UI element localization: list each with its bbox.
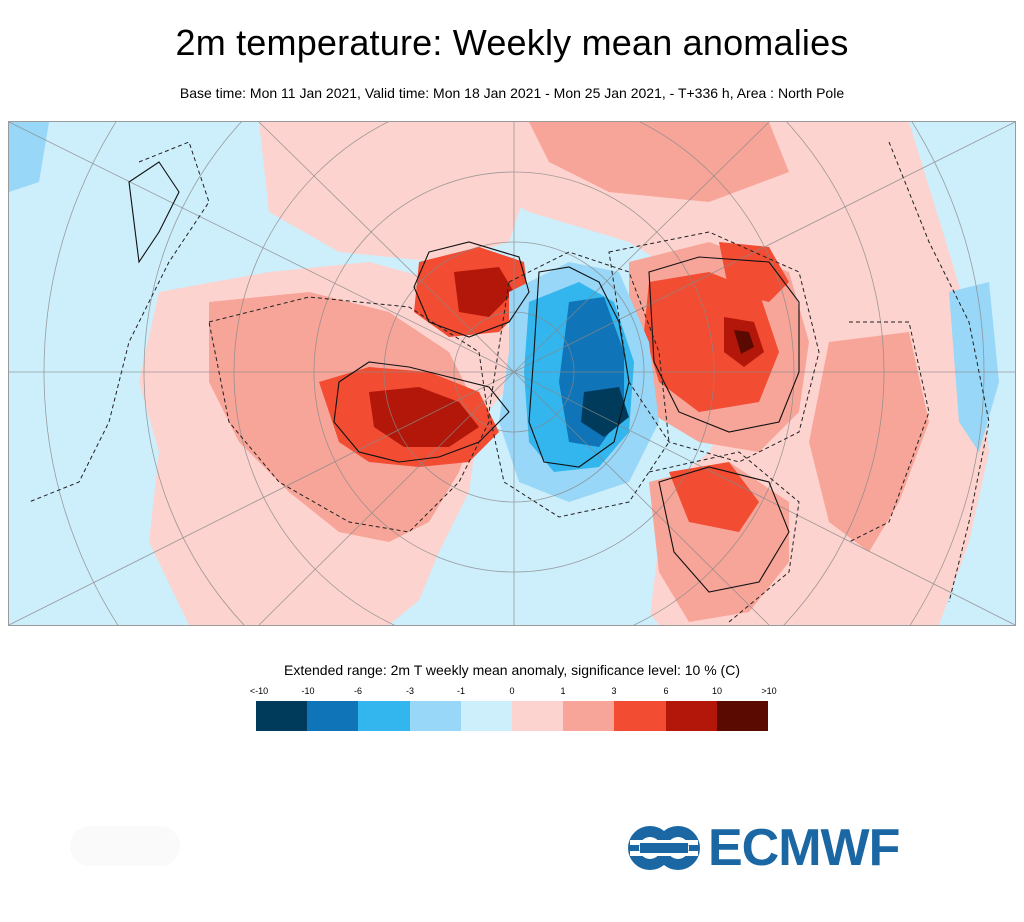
anomaly-region-pacific-mildcold bbox=[949, 282, 999, 452]
legend-swatch bbox=[614, 701, 666, 731]
anomaly-region-arctic-ocean-warm bbox=[259, 122, 529, 262]
legend-tick: 0 bbox=[509, 686, 515, 696]
legend-tick: -3 bbox=[405, 686, 415, 696]
legend-tick: >10 bbox=[761, 686, 777, 696]
legend-swatch bbox=[460, 701, 513, 731]
legend-tick: -1 bbox=[456, 686, 466, 696]
anomaly-region-europe-strongcold bbox=[581, 387, 629, 437]
ecmwf-logo-mark-icon bbox=[628, 826, 700, 870]
faint-watermark bbox=[70, 826, 180, 866]
legend-tick: -6 bbox=[353, 686, 363, 696]
polar-map-canvas bbox=[9, 122, 1015, 625]
legend-swatch bbox=[563, 701, 615, 731]
ecmwf-logo-text: ECMWF bbox=[708, 819, 900, 877]
anomaly-region-pacific-mildwarm bbox=[529, 122, 789, 202]
coastlines bbox=[128, 161, 800, 593]
legend-swatch bbox=[665, 701, 717, 731]
legend-swatch bbox=[307, 701, 359, 731]
anomaly-region-east-mildwarm bbox=[809, 332, 929, 552]
significance-contours bbox=[28, 141, 990, 623]
anomaly-region-greenland-strongwarm bbox=[454, 267, 514, 317]
legend-ticks: <-10 -10 -6 -3 -1 0 1 3 6 10 >10 bbox=[230, 686, 794, 698]
legend-tick: 1 bbox=[560, 686, 566, 696]
legend-tick: <-10 bbox=[249, 686, 269, 696]
legend-tick: 3 bbox=[611, 686, 617, 696]
anomaly-region-northwest-mildcold bbox=[9, 122, 49, 192]
legend-swatch bbox=[358, 701, 410, 731]
legend-tick: 10 bbox=[711, 686, 723, 696]
legend-swatch bbox=[256, 701, 308, 731]
anomaly-region-east-siberia-warm bbox=[719, 242, 789, 302]
legend-swatch bbox=[716, 701, 769, 731]
anomaly-region-pacific-edge-cold bbox=[909, 122, 1015, 625]
legend-swatch bbox=[409, 701, 461, 731]
graticule bbox=[9, 122, 1015, 625]
anomaly-region-siberia-extremewarm bbox=[734, 330, 754, 354]
anomaly-region-west-cold bbox=[9, 122, 209, 502]
ecmwf-logo: ECMWF bbox=[626, 820, 918, 876]
legend-swatch bbox=[512, 701, 564, 731]
legend-title: Extended range: 2m T weekly mean anomaly… bbox=[283, 662, 740, 678]
legend-colorbar bbox=[256, 701, 769, 731]
anomaly-region-asia-warm bbox=[669, 462, 759, 532]
polar-map bbox=[8, 121, 1016, 626]
map-subtitle: Base time: Mon 11 Jan 2021, Valid time: … bbox=[179, 85, 845, 101]
map-title: 2m temperature: Weekly mean anomalies bbox=[175, 22, 849, 63]
legend-tick: 6 bbox=[663, 686, 669, 696]
legend-tick: -10 bbox=[301, 686, 315, 696]
